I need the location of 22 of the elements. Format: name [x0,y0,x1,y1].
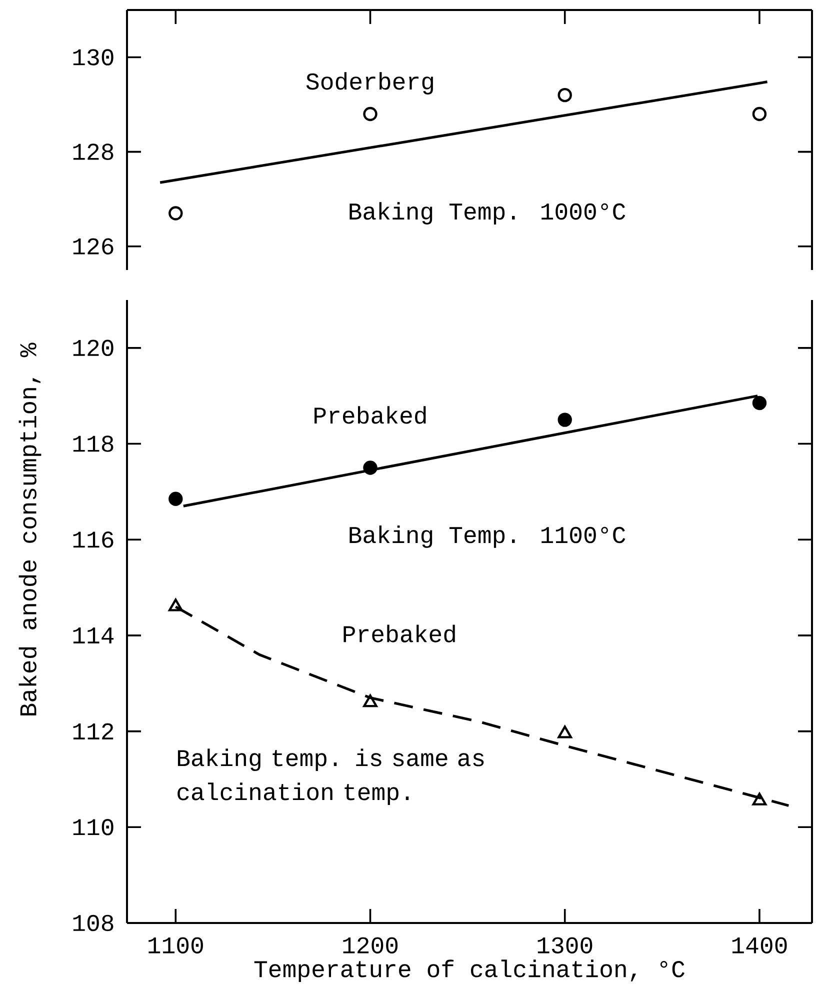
annotation: Baking Temp. 1100°C [350,526,626,548]
y-tick-label: 128 [73,144,114,160]
x-tick-label: 1100 [148,937,203,954]
y-tick-label: 108 [73,914,114,932]
y-tick-label: 130 [73,49,114,66]
text: Prebaked [344,624,455,642]
y-tick-label: 116 [73,531,114,548]
y-tick-label: 112 [73,723,114,740]
y-tick-label: 110 [73,819,114,836]
series-label: Prebaked [314,406,426,424]
y-tick-label: 120 [73,340,114,356]
y-axis-title: Baked anode consumption, % [18,342,42,716]
y-tick-label: 118 [73,436,114,452]
x-axis-title: Temperature of calcination, °C [254,960,684,982]
y-tick-label: 114 [73,628,114,644]
annotation: Baking Temp. 1000°C [350,202,626,224]
x-tick-label: 1300 [538,937,592,954]
x-tick-label: 1400 [732,937,787,954]
annotation: Baking temp. is same as calcination temp. [178,748,484,806]
x-tick-label: 1200 [343,937,398,954]
series-label: Soderberg [306,72,433,94]
y-tick-label: 126 [73,238,114,254]
